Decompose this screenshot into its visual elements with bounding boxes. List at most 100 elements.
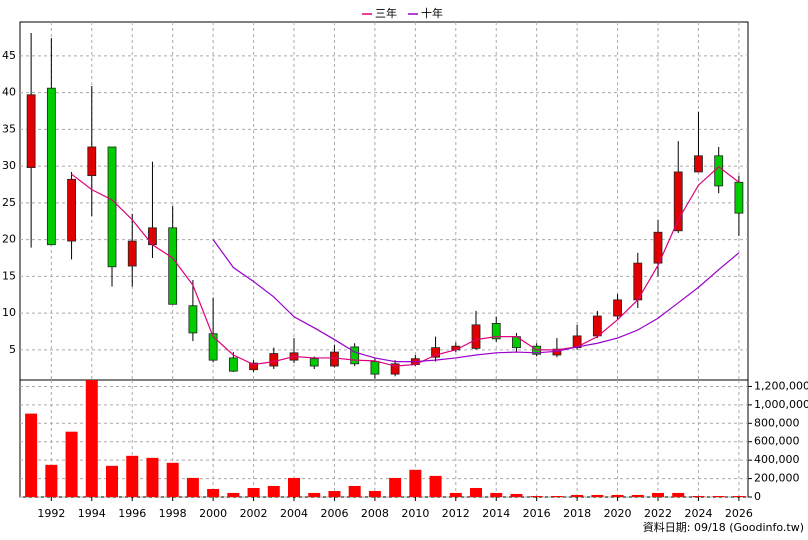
volume-bar	[732, 495, 745, 497]
volume-bar	[65, 431, 78, 497]
moving-average-line	[212, 239, 740, 363]
volume-bar	[186, 477, 199, 497]
volume-bar	[470, 487, 483, 497]
x-tick-label: 2014	[482, 507, 510, 520]
candle-body	[471, 324, 481, 349]
volume-bar	[247, 487, 260, 497]
volume-bar	[712, 495, 725, 497]
candle-body	[127, 240, 137, 267]
volume-bar	[207, 488, 220, 497]
volume-bar	[126, 455, 139, 497]
candle-body	[431, 347, 440, 358]
candle-body	[208, 333, 218, 361]
x-tick-label: 2024	[684, 507, 712, 520]
candle-body	[714, 155, 724, 187]
y-tick-label: 35	[2, 122, 16, 135]
y-tick-label: 1,000,000	[754, 398, 808, 411]
x-tick-label: 2022	[644, 507, 672, 520]
candle-body	[653, 231, 663, 264]
candle-body	[572, 335, 582, 349]
x-tick-label: 1994	[78, 507, 106, 520]
y-tick-label: 0	[754, 490, 761, 503]
y-tick-label: 40	[2, 86, 16, 99]
volume-bar	[631, 494, 644, 497]
volume-bar	[348, 485, 361, 497]
x-tick-label: 2008	[361, 507, 389, 520]
volume-bar	[672, 492, 685, 497]
candle-body	[350, 346, 360, 365]
y-tick-label: 600,000	[754, 435, 800, 448]
x-tick-label: 2004	[280, 507, 308, 520]
legend-label: 三年	[375, 6, 397, 20]
volume-bar	[652, 492, 665, 497]
candle-body	[188, 305, 198, 334]
volume-bar	[550, 495, 563, 497]
candle-body	[67, 178, 76, 242]
legend-label: 十年	[421, 6, 443, 20]
candle-body	[269, 353, 279, 367]
y-tick-label: 15	[2, 269, 16, 282]
candle-body	[26, 94, 36, 168]
candle-body	[249, 362, 258, 371]
candle-body	[390, 363, 400, 375]
volume-bar	[25, 413, 38, 497]
candle-body	[330, 351, 339, 367]
y-tick-label: 5	[9, 343, 16, 356]
y-tick-label: 20	[2, 233, 16, 246]
x-tick-label: 1996	[118, 507, 146, 520]
candle-body	[87, 146, 97, 177]
volume-bar	[368, 491, 381, 497]
x-tick-label: 2010	[401, 507, 429, 520]
price-plot-area	[19, 21, 749, 381]
y-tick-label: 1,200,000	[754, 379, 808, 392]
candle-body	[107, 146, 117, 268]
volume-bar	[409, 469, 422, 497]
volume-bar	[106, 465, 119, 497]
x-tick-label: 1992	[37, 507, 65, 520]
volume-bar	[692, 495, 705, 497]
x-tick-label: 2000	[199, 507, 227, 520]
y-tick-label: 200,000	[754, 472, 800, 485]
x-tick-label: 2006	[320, 507, 348, 520]
y-tick-label: 10	[2, 306, 16, 319]
volume-bar	[490, 492, 503, 497]
y-tick-label: 45	[2, 49, 16, 62]
volume-bar	[389, 477, 402, 497]
volume-bar	[267, 485, 280, 497]
y-tick-label: 30	[2, 159, 16, 172]
volume-bar	[85, 380, 98, 497]
y-tick-label: 800,000	[754, 416, 800, 429]
footnote: 資料日期: 09/18 (Goodinfo.tw)	[643, 520, 804, 534]
volume-plot-area	[19, 379, 749, 498]
volume-bar	[530, 495, 543, 497]
candle-body	[491, 322, 501, 340]
volume-bar	[571, 494, 584, 497]
volume-bar	[510, 493, 523, 497]
volume-bar	[429, 475, 442, 497]
x-tick-label: 2020	[604, 507, 632, 520]
moving-average-line	[71, 166, 740, 367]
candle-body	[734, 181, 744, 214]
volume-bar	[166, 462, 179, 497]
candle-body	[46, 87, 56, 246]
volume-bar	[449, 492, 462, 497]
candle-body	[694, 155, 703, 173]
candle-body	[592, 315, 602, 337]
volume-bar	[328, 491, 341, 497]
candle-body	[168, 227, 178, 305]
volume-bar	[45, 464, 58, 497]
x-tick-label: 2002	[240, 507, 268, 520]
volume-bar	[611, 494, 624, 497]
x-tick-label: 2012	[442, 507, 470, 520]
candle-body	[673, 171, 683, 232]
x-tick-label: 2026	[725, 507, 753, 520]
volume-bar	[227, 492, 240, 497]
x-tick-label: 2018	[563, 507, 591, 520]
y-tick-label: 25	[2, 196, 16, 209]
y-tick-label: 400,000	[754, 453, 800, 466]
volume-bar	[146, 457, 159, 497]
candle-body	[309, 358, 319, 367]
x-tick-label: 2016	[523, 507, 551, 520]
candle-body	[370, 361, 380, 375]
volume-bar	[288, 477, 301, 497]
